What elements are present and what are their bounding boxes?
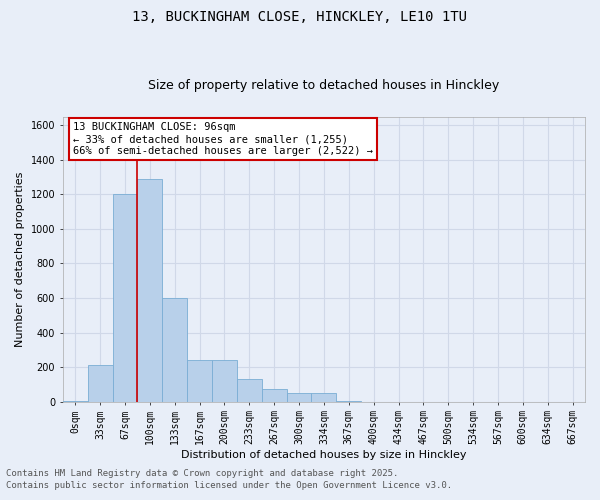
Text: Contains HM Land Registry data © Crown copyright and database right 2025.
Contai: Contains HM Land Registry data © Crown c…: [6, 469, 452, 490]
Bar: [212, 360, 237, 402]
Bar: [88, 366, 113, 402]
Bar: [311, 393, 337, 402]
X-axis label: Distribution of detached houses by size in Hinckley: Distribution of detached houses by size …: [181, 450, 467, 460]
Bar: [187, 360, 212, 402]
Text: 13 BUCKINGHAM CLOSE: 96sqm
← 33% of detached houses are smaller (1,255)
66% of s: 13 BUCKINGHAM CLOSE: 96sqm ← 33% of deta…: [73, 122, 373, 156]
Bar: [63, 400, 88, 402]
Bar: [162, 298, 187, 402]
Y-axis label: Number of detached properties: Number of detached properties: [15, 172, 25, 347]
Bar: [262, 390, 287, 402]
Title: Size of property relative to detached houses in Hinckley: Size of property relative to detached ho…: [148, 79, 500, 92]
Bar: [137, 179, 162, 402]
Bar: [237, 379, 262, 402]
Bar: [337, 400, 361, 402]
Bar: [287, 393, 311, 402]
Bar: [113, 194, 137, 402]
Text: 13, BUCKINGHAM CLOSE, HINCKLEY, LE10 1TU: 13, BUCKINGHAM CLOSE, HINCKLEY, LE10 1TU: [133, 10, 467, 24]
